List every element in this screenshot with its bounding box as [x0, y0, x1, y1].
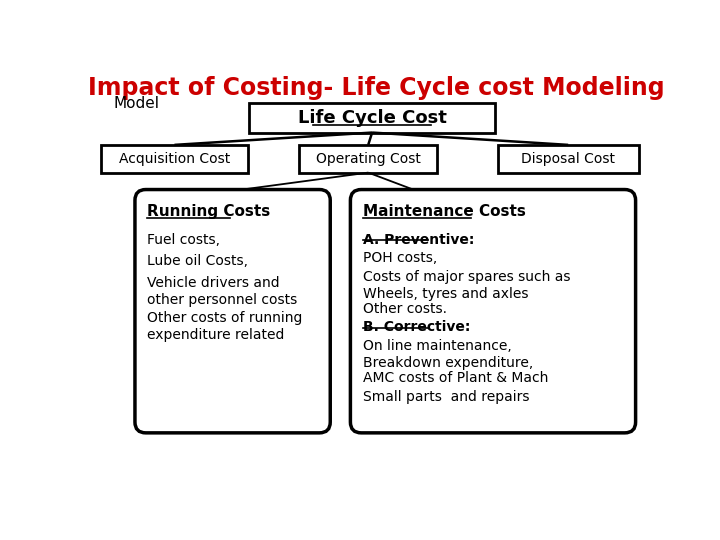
Text: Maintenance Costs: Maintenance Costs: [363, 204, 526, 219]
Text: Small parts  and repairs: Small parts and repairs: [363, 390, 529, 404]
Text: Life Cycle Cost: Life Cycle Cost: [297, 109, 446, 127]
Text: A. Preventive:: A. Preventive:: [363, 233, 474, 247]
FancyBboxPatch shape: [300, 145, 437, 173]
Text: Other costs.: Other costs.: [363, 302, 447, 316]
FancyBboxPatch shape: [249, 103, 495, 132]
Text: Fuel costs,: Fuel costs,: [148, 233, 220, 247]
Text: Costs of major spares such as
Wheels, tyres and axles: Costs of major spares such as Wheels, ty…: [363, 269, 570, 301]
FancyBboxPatch shape: [351, 190, 636, 433]
Text: Model: Model: [113, 96, 159, 111]
Text: POH costs,: POH costs,: [363, 251, 437, 265]
Text: Running Costs: Running Costs: [148, 204, 271, 219]
Text: AMC costs of Plant & Mach: AMC costs of Plant & Mach: [363, 372, 548, 385]
FancyBboxPatch shape: [498, 145, 639, 173]
Text: B. Corrective:: B. Corrective:: [363, 320, 470, 334]
Text: Operating Cost: Operating Cost: [316, 152, 420, 166]
Text: Other costs of running
expenditure related: Other costs of running expenditure relat…: [148, 311, 302, 342]
FancyBboxPatch shape: [101, 145, 248, 173]
Text: Acquisition Cost: Acquisition Cost: [119, 152, 230, 166]
Text: Vehicle drivers and
other personnel costs: Vehicle drivers and other personnel cost…: [148, 276, 297, 307]
FancyBboxPatch shape: [135, 190, 330, 433]
Text: Lube oil Costs,: Lube oil Costs,: [148, 254, 248, 268]
Text: Disposal Cost: Disposal Cost: [521, 152, 615, 166]
Text: On line maintenance,
Breakdown expenditure,: On line maintenance, Breakdown expenditu…: [363, 339, 533, 370]
Text: Impact of Costing- Life Cycle cost Modeling: Impact of Costing- Life Cycle cost Model…: [89, 76, 665, 100]
